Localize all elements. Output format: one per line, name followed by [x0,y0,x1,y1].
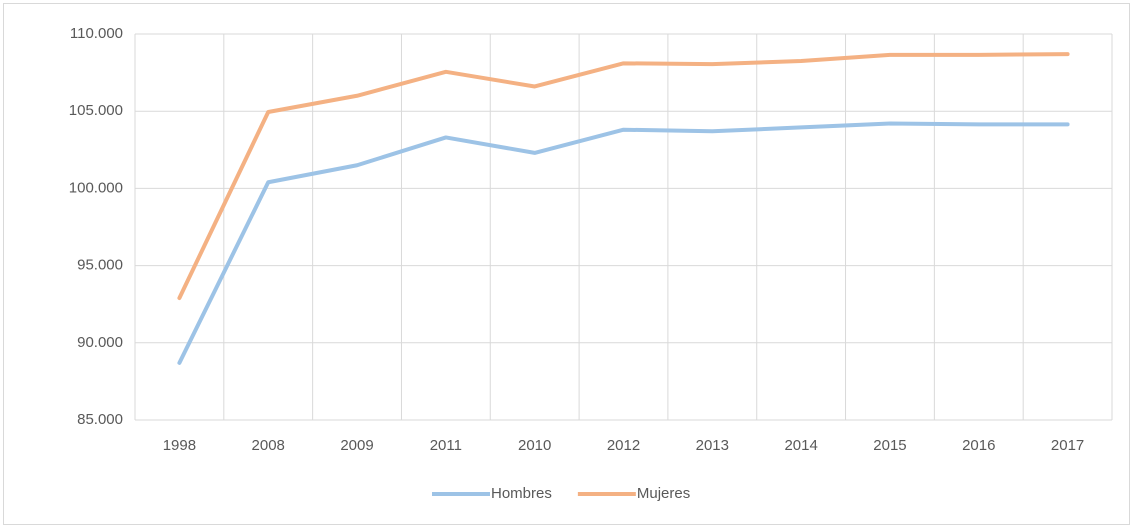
y-tick-label: 110.000 [70,25,123,42]
y-tick-label: 100.000 [69,179,123,196]
x-tick-label: 2009 [340,437,373,454]
x-tick-label: 2012 [607,437,640,454]
x-tick-label: 2008 [252,437,285,454]
x-tick-label: 2011 [430,437,462,454]
legend-label: Hombres [491,485,552,502]
x-tick-label: 2015 [873,437,906,454]
x-tick-label: 2010 [518,437,551,454]
y-tick-label: 105.000 [69,102,123,119]
y-tick-label: 85.000 [77,411,123,428]
x-tick-label: 2016 [962,437,995,454]
x-tick-label: 2013 [696,437,729,454]
x-tick-label: 1998 [163,437,196,454]
x-tick-label: 2014 [784,437,817,454]
series-line [177,121,1070,365]
legend-label: Mujeres [637,485,690,502]
x-tick-label: 2017 [1051,437,1084,454]
y-tick-label: 90.000 [77,334,123,351]
chart-border [3,3,1130,525]
series-line [177,52,1070,301]
y-tick-label: 95.000 [77,257,123,274]
